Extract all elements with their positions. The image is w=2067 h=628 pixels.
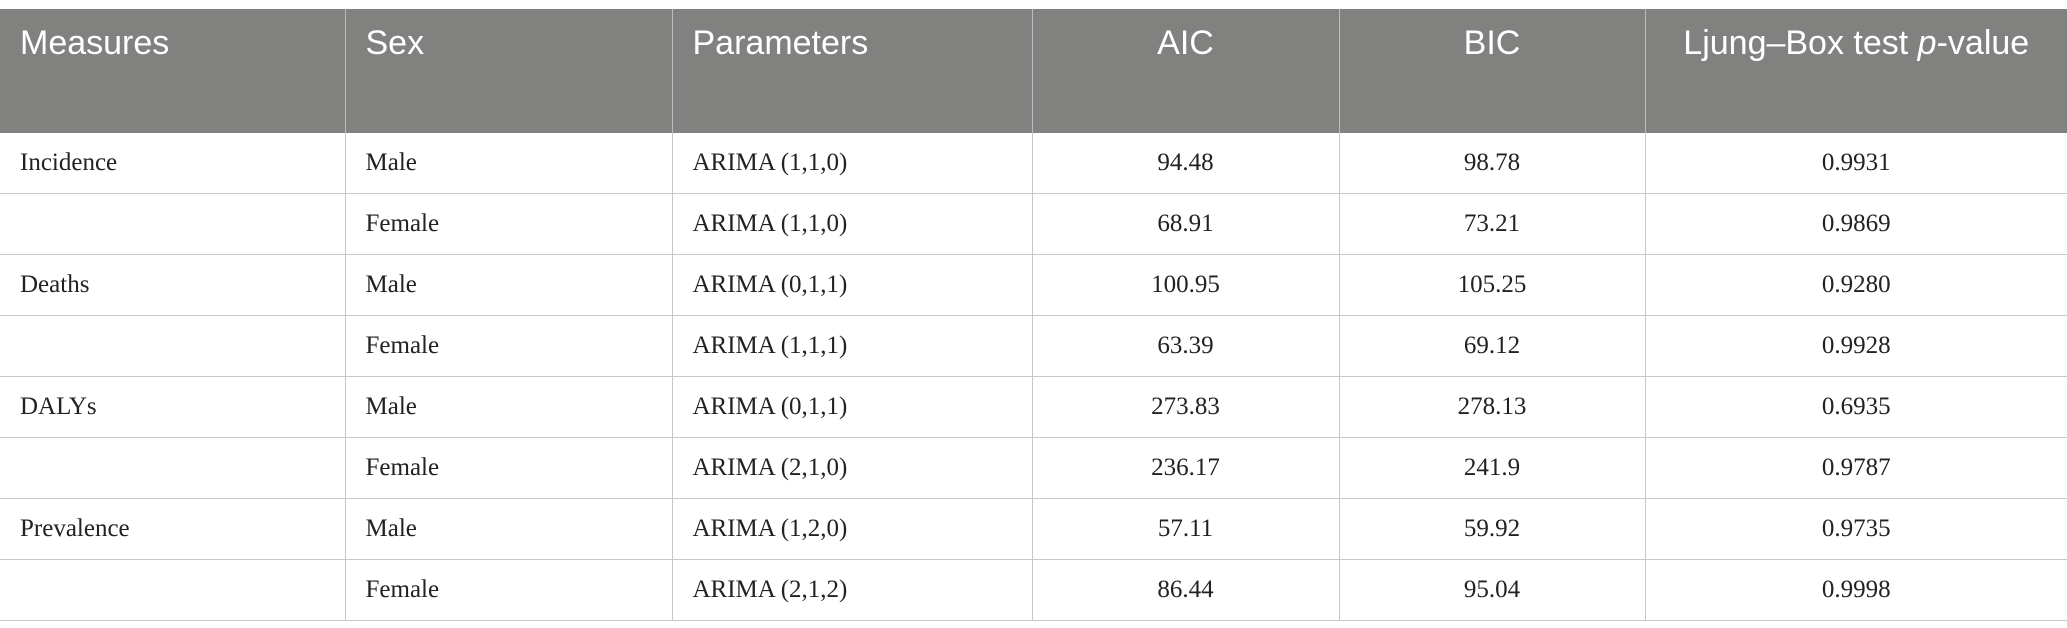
table-row: Female ARIMA (1,1,1) 63.39 69.12 0.9928 [0, 315, 2067, 377]
table-cell: ARIMA (1,1,1) [671, 315, 1032, 377]
header-cell: Measures [0, 9, 345, 133]
table-cell: 94.48 [1031, 133, 1339, 194]
table-cell: 68.91 [1031, 193, 1339, 255]
table-cell: 273.83 [1031, 376, 1339, 438]
table-row: Female ARIMA (2,1,0) 236.17 241.9 0.9787 [0, 437, 2067, 499]
table-cell: 86.44 [1031, 559, 1339, 621]
table-row: Incidence Male ARIMA (1,1,0) 94.48 98.78 0.99… [0, 133, 2067, 194]
table-body: Incidence Male ARIMA (1,1,0) 94.48 98.78 0.99… [0, 133, 2067, 621]
table-cell: Deaths [0, 254, 345, 316]
table-cell: 0.9280 [1644, 254, 2067, 316]
table-row: Deaths Male ARIMA (0,1,1) 100.95 105.25 0.928… [0, 254, 2067, 316]
header-cell: Parameters [671, 9, 1032, 133]
header-cell: AIC [1031, 9, 1339, 133]
table-cell: 63.39 [1031, 315, 1339, 377]
table-cell: Prevalence [0, 498, 345, 560]
table-cell: ARIMA (2,1,2) [671, 559, 1032, 621]
table-cell: Incidence [0, 133, 345, 194]
header-cell: BIC [1338, 9, 1645, 133]
results-table: Measures Sex Parameters AIC BIC Ljung–Box tes… [0, 9, 2067, 621]
table-cell: 105.25 [1338, 254, 1645, 316]
header-row: Measures Sex Parameters AIC BIC Ljung–Box tes… [0, 9, 2067, 133]
table-cell: 0.6935 [1644, 376, 2067, 438]
table-cell: ARIMA (1,1,0) [671, 193, 1032, 255]
table-cell: Female [344, 193, 672, 255]
table-cell: 100.95 [1031, 254, 1339, 316]
table-cell: 0.9735 [1644, 498, 2067, 560]
table-cell: Male [344, 498, 672, 560]
table-row: Female ARIMA (2,1,2) 86.44 95.04 0.9998 [0, 559, 2067, 621]
header-cell: Sex [344, 9, 672, 133]
header-text: p [1917, 24, 1937, 62]
table-row: Female ARIMA (1,1,0) 68.91 73.21 0.9869 [0, 193, 2067, 255]
table-cell: 0.9787 [1644, 437, 2067, 499]
table-cell: 95.04 [1338, 559, 1645, 621]
table-cell: ARIMA (0,1,1) [671, 376, 1032, 438]
table-cell: 0.9998 [1644, 559, 2067, 621]
table-cell: 0.9869 [1644, 193, 2067, 255]
table-cell: 98.78 [1338, 133, 1645, 194]
table-cell [0, 315, 345, 377]
table-cell: Male [344, 133, 672, 194]
table-cell: ARIMA (1,1,0) [671, 133, 1032, 194]
table-cell [0, 559, 345, 621]
table-cell: 73.21 [1338, 193, 1645, 255]
table-cell [0, 437, 345, 499]
table-cell: 241.9 [1338, 437, 1645, 499]
table-cell: 278.13 [1338, 376, 1645, 438]
table-cell: ARIMA (1,2,0) [671, 498, 1032, 560]
table-cell [0, 193, 345, 255]
table-cell: 59.92 [1338, 498, 1645, 560]
table-cell: Female [344, 437, 672, 499]
table-cell: Male [344, 254, 672, 316]
table-cell: 57.11 [1031, 498, 1339, 560]
table-cell: Female [344, 559, 672, 621]
table-cell: Male [344, 376, 672, 438]
table-cell: ARIMA (0,1,1) [671, 254, 1032, 316]
header-text: Ljung–Box test [1683, 24, 1918, 62]
table-cell: Female [344, 315, 672, 377]
header-cell: Ljung–Box test p-value [1644, 9, 2067, 133]
table-cell: DALYs [0, 376, 345, 438]
table-cell: 236.17 [1031, 437, 1339, 499]
table-cell: 0.9931 [1644, 133, 2067, 194]
table-row: Prevalence Male ARIMA (1,2,0) 57.11 59.92 0.9… [0, 498, 2067, 560]
table-cell: ARIMA (2,1,0) [671, 437, 1032, 499]
header-text: -value [1936, 24, 2030, 62]
table-cell: 0.9928 [1644, 315, 2067, 377]
table-cell: 69.12 [1338, 315, 1645, 377]
table-row: DALYs Male ARIMA (0,1,1) 273.83 278.13 0.6935 [0, 376, 2067, 438]
